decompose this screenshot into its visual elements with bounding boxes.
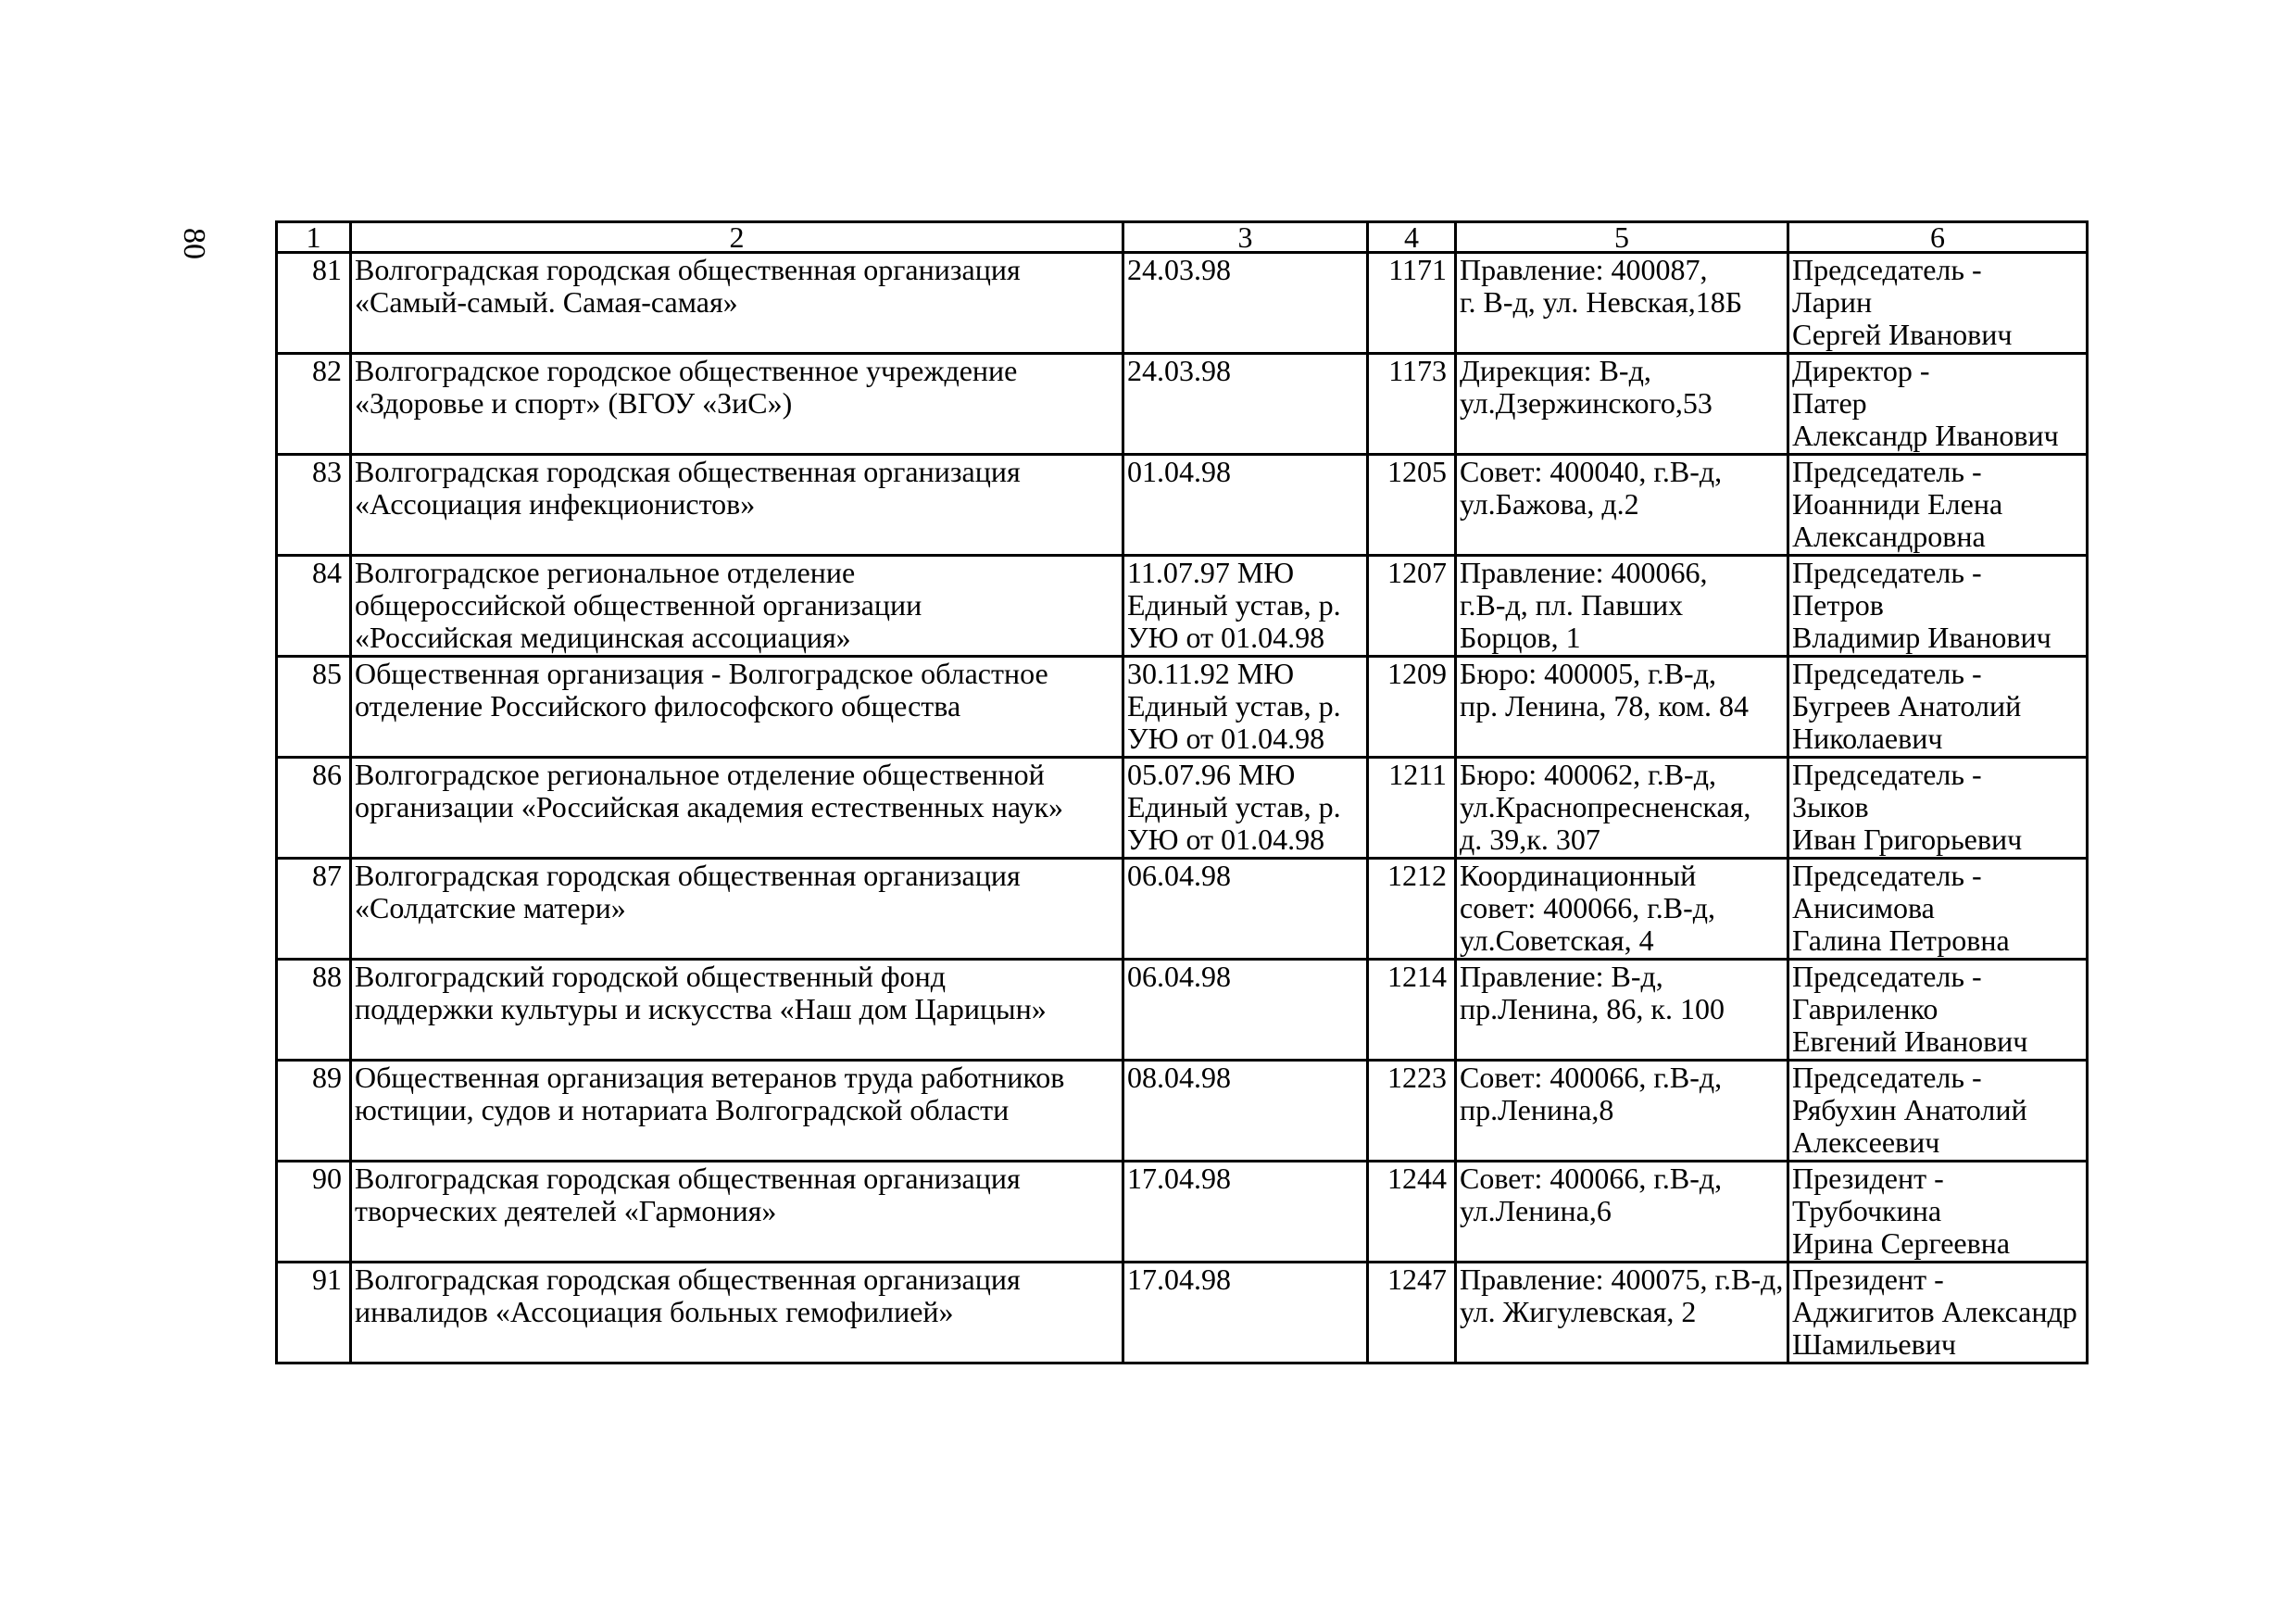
- address-cell: Правление: 400087, г. В-д, ул. Невская,1…: [1454, 251, 1789, 355]
- table-row: 86 Волгоградское региональное отделение о…: [275, 756, 2089, 860]
- address-cell: Совет: 400066, г.В-д, пр.Ленина,8: [1454, 1059, 1789, 1162]
- head-of-organization-cell: Председатель - Гавриленко Евгений Иванов…: [1787, 958, 2089, 1062]
- registration-date-cell: 06.04.98: [1122, 958, 1369, 1062]
- organization-name-cell: Волгоградская городская общественная орг…: [349, 1261, 1124, 1364]
- table-row: 82 Волгоградское городское общественное у…: [275, 352, 2089, 456]
- organization-name-cell: Волгоградский городской общественный фон…: [349, 958, 1124, 1062]
- head-of-organization-cell: Президент - Трубочкина Ирина Сергеевна: [1787, 1160, 2089, 1263]
- head-of-organization-cell: Председатель - Зыков Иван Григорьевич: [1787, 756, 2089, 860]
- column-header: 4: [1366, 220, 1457, 254]
- registration-number-cell: 1247: [1366, 1261, 1457, 1364]
- registration-number-cell: 1173: [1366, 352, 1457, 456]
- row-number-cell: 83: [275, 453, 352, 557]
- registration-date-cell: 24.03.98: [1122, 352, 1369, 456]
- row-number-cell: 82: [275, 352, 352, 456]
- head-of-organization-cell: Председатель - Анисимова Галина Петровна: [1787, 857, 2089, 961]
- registration-number-cell: 1209: [1366, 655, 1457, 759]
- registration-number-cell: 1212: [1366, 857, 1457, 961]
- table-row: 88 Волгоградский городской общественный ф…: [275, 958, 2089, 1062]
- organization-name-cell: Волгоградская городская общественная орг…: [349, 453, 1124, 557]
- head-of-organization-cell: Председатель - Рябухин Анатолий Алексеев…: [1787, 1059, 2089, 1162]
- registration-number-cell: 1207: [1366, 554, 1457, 658]
- registration-number-cell: 1205: [1366, 453, 1457, 557]
- registration-number-cell: 1244: [1366, 1160, 1457, 1263]
- row-number-cell: 81: [275, 251, 352, 355]
- registration-date-cell: 11.07.97 МЮ Единый устав, р. УЮ от 01.04…: [1122, 554, 1369, 658]
- row-number-cell: 85: [275, 655, 352, 759]
- row-number-cell: 87: [275, 857, 352, 961]
- address-cell: Бюро: 400062, г.В-д, ул.Краснопресненска…: [1454, 756, 1789, 860]
- address-cell: Совет: 400040, г.В-д, ул.Бажова, д.2: [1454, 453, 1789, 557]
- registration-number-cell: 1211: [1366, 756, 1457, 860]
- table-row: 90 Волгоградская городская общественная о…: [275, 1160, 2089, 1263]
- registration-date-cell: 17.04.98: [1122, 1160, 1369, 1263]
- head-of-organization-cell: Президент - Аджигитов Александр Шамильев…: [1787, 1261, 2089, 1364]
- address-cell: Правление: 400075, г.В-д, ул. Жигулевска…: [1454, 1261, 1789, 1364]
- column-header: 1: [275, 220, 352, 254]
- organization-name-cell: Волгоградское городское общественное учр…: [349, 352, 1124, 456]
- address-cell: Совет: 400066, г.В-д, ул.Ленина,6: [1454, 1160, 1789, 1263]
- page-number: 80: [177, 228, 211, 259]
- organization-name-cell: Общественная организация - Волгоградское…: [349, 655, 1124, 759]
- header-row: 1 2 3 4 5 6: [275, 220, 2089, 254]
- head-of-organization-cell: Председатель - Петров Владимир Иванович: [1787, 554, 2089, 658]
- head-of-organization-cell: Директор - Патер Александр Иванович: [1787, 352, 2089, 456]
- registration-date-cell: 06.04.98: [1122, 857, 1369, 961]
- table-row: 89 Общественная организация ветеранов тру…: [275, 1059, 2089, 1162]
- organizations-table: 1 2 3 4 5 6 81 Волгоградская городская об…: [275, 220, 2089, 1364]
- table-row: 85 Общественная организация - Волгоградск…: [275, 655, 2089, 759]
- row-number-cell: 86: [275, 756, 352, 860]
- head-of-organization-cell: Председатель - Бугреев Анатолий Николаев…: [1787, 655, 2089, 759]
- column-header: 2: [349, 220, 1124, 254]
- organization-name-cell: Волгоградская городская общественная орг…: [349, 857, 1124, 961]
- head-of-organization-cell: Председатель - Ларин Сергей Иванович: [1787, 251, 2089, 355]
- address-cell: Правление: 400066, г.В-д, пл. Павших Бор…: [1454, 554, 1789, 658]
- organization-name-cell: Волгоградская городская общественная орг…: [349, 1160, 1124, 1263]
- row-number-cell: 88: [275, 958, 352, 1062]
- row-number-cell: 91: [275, 1261, 352, 1364]
- organization-name-cell: Волгоградская городская общественная орг…: [349, 251, 1124, 355]
- registration-date-cell: 01.04.98: [1122, 453, 1369, 557]
- registration-date-cell: 30.11.92 МЮ Единый устав, р. УЮ от 01.04…: [1122, 655, 1369, 759]
- registration-date-cell: 24.03.98: [1122, 251, 1369, 355]
- column-header: 6: [1787, 220, 2089, 254]
- row-number-cell: 89: [275, 1059, 352, 1162]
- address-cell: Правление: В-д, пр.Ленина, 86, к. 100: [1454, 958, 1789, 1062]
- row-number-cell: 84: [275, 554, 352, 658]
- column-header: 3: [1122, 220, 1369, 254]
- table-row: 83 Волгоградская городская общественная о…: [275, 453, 2089, 557]
- registration-date-cell: 05.07.96 МЮ Единый устав, р. УЮ от 01.04…: [1122, 756, 1369, 860]
- table-row: 84 Волгоградское региональное отделение о…: [275, 554, 2089, 658]
- table-row: 87 Волгоградская городская общественная о…: [275, 857, 2089, 961]
- row-number-cell: 90: [275, 1160, 352, 1263]
- address-cell: Координационный совет: 400066, г.В-д, ул…: [1454, 857, 1789, 961]
- head-of-organization-cell: Председатель - Иоанниди Елена Александро…: [1787, 453, 2089, 557]
- registration-number-cell: 1223: [1366, 1059, 1457, 1162]
- table-row: 81 Волгоградская городская общественная о…: [275, 251, 2089, 355]
- registration-date-cell: 08.04.98: [1122, 1059, 1369, 1162]
- address-cell: Бюро: 400005, г.В-д, пр. Ленина, 78, ком…: [1454, 655, 1789, 759]
- registration-date-cell: 17.04.98: [1122, 1261, 1369, 1364]
- table-row: 91 Волгоградская городская общественная о…: [275, 1261, 2089, 1364]
- address-cell: Дирекция: В-д, ул.Дзержинского,53: [1454, 352, 1789, 456]
- registration-number-cell: 1171: [1366, 251, 1457, 355]
- registration-number-cell: 1214: [1366, 958, 1457, 1062]
- organization-name-cell: Общественная организация ветеранов труда…: [349, 1059, 1124, 1162]
- column-header: 5: [1454, 220, 1789, 254]
- organization-name-cell: Волгоградское региональное отделение общ…: [349, 756, 1124, 860]
- organization-name-cell: Волгоградское региональное отделение общ…: [349, 554, 1124, 658]
